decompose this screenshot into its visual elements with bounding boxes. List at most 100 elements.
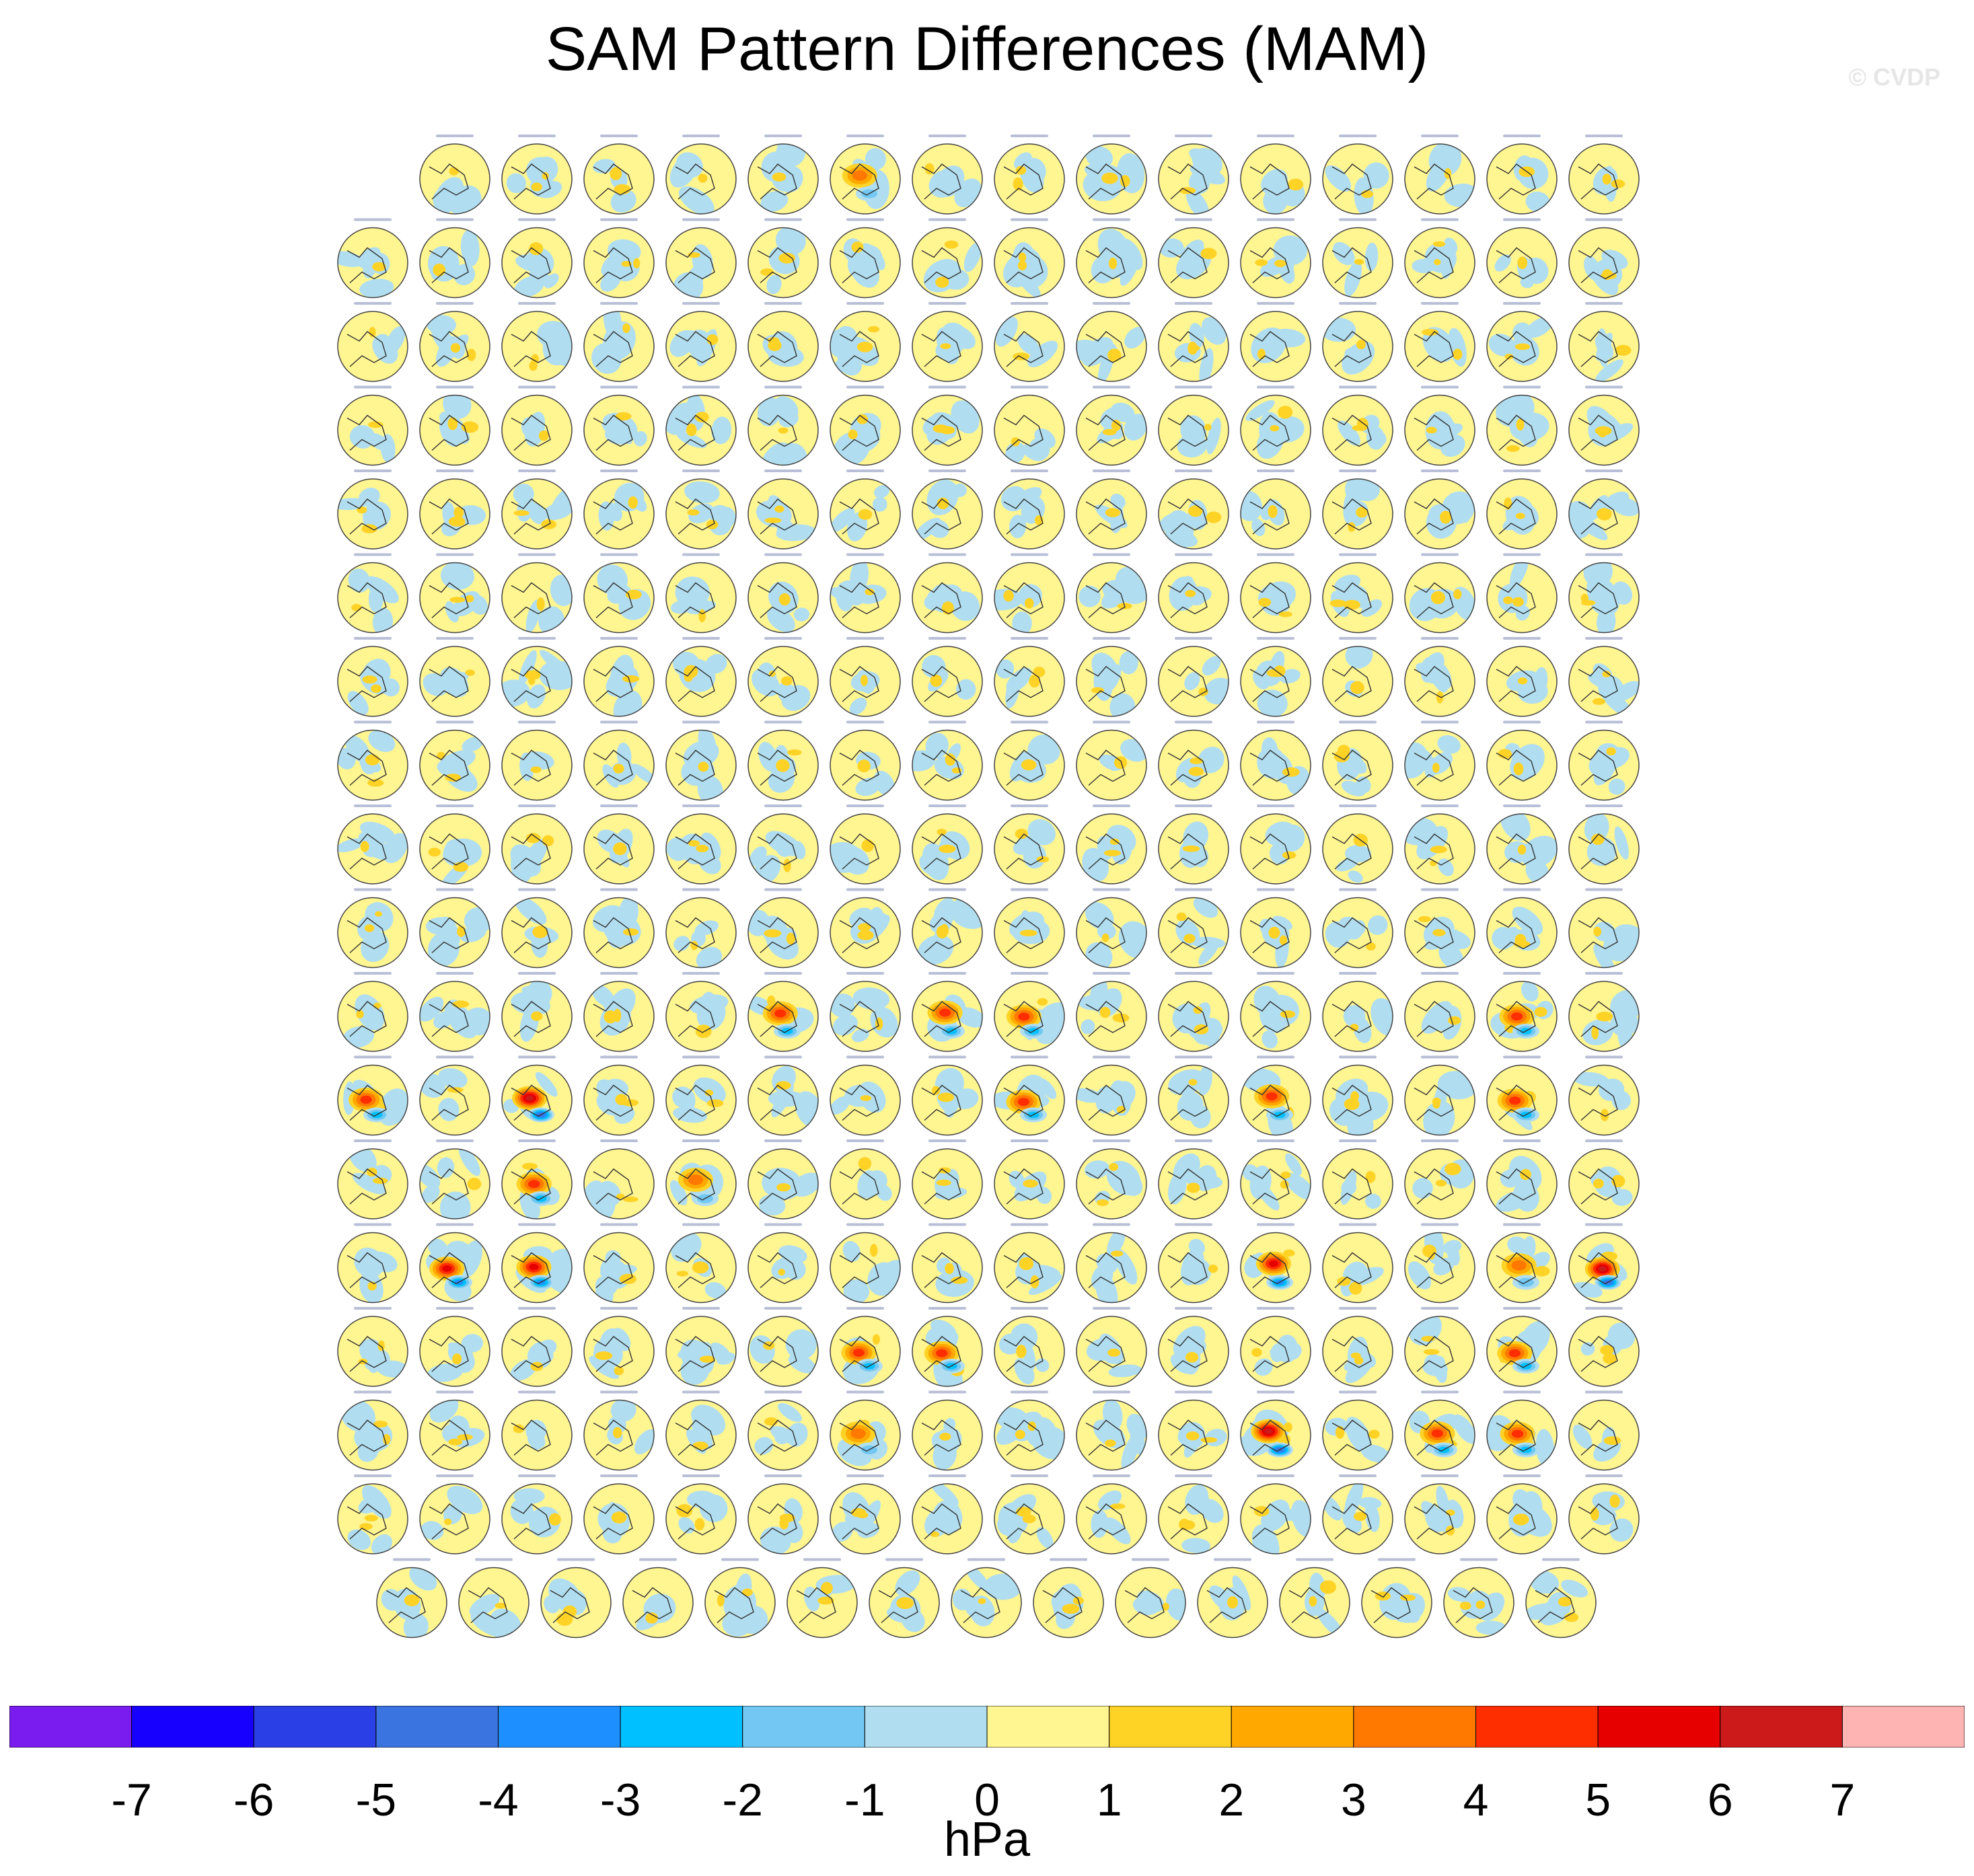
panel-caption [1175, 302, 1212, 305]
sam-panel [1486, 1390, 1558, 1471]
sam-panel [1240, 1474, 1311, 1554]
panel-caption [518, 553, 556, 556]
sam-panel [1322, 470, 1393, 550]
sam-panel [1158, 302, 1229, 382]
sam-panel [1322, 135, 1393, 215]
panel-caption [1585, 470, 1623, 472]
panel-caption [1503, 218, 1541, 221]
panel-caption [518, 720, 556, 724]
panel-caption [928, 1139, 966, 1142]
panel-caption [1093, 1055, 1130, 1059]
panel-caption [600, 1474, 638, 1477]
panel-caption [1093, 1223, 1130, 1226]
panel-caption [1585, 972, 1623, 975]
sam-panel [830, 888, 901, 969]
panel-caption [354, 888, 392, 891]
panel-caption [1339, 302, 1377, 305]
sam-panel [665, 218, 737, 299]
sam-panel [1568, 553, 1640, 634]
panel-caption [764, 302, 802, 305]
sam-panel [1240, 218, 1311, 299]
panel-caption [1503, 553, 1541, 556]
panel-caption [354, 1474, 392, 1477]
panel-caption [354, 470, 392, 472]
panel-caption [518, 1307, 556, 1310]
sam-panel [912, 553, 983, 634]
sam-panel [912, 470, 983, 550]
sam-panel [994, 972, 1065, 1052]
sam-panel [583, 218, 655, 299]
sam-panel [501, 972, 573, 1052]
panel-caption [764, 972, 802, 975]
panel-caption [518, 470, 556, 472]
panel-caption [846, 1055, 884, 1059]
panel-caption [600, 470, 638, 472]
sam-panel [583, 1474, 655, 1554]
sam-panel [994, 1055, 1065, 1136]
panel-caption [846, 1307, 884, 1310]
sam-panel [665, 1390, 737, 1471]
sam-panel [1322, 218, 1393, 299]
panel-caption [436, 972, 474, 975]
sam-panel [665, 720, 737, 801]
sam-panel [1322, 1307, 1393, 1387]
panel-caption [475, 1558, 513, 1561]
colorbar-tick-label: 4 [1463, 1774, 1489, 1826]
colorbar-segment [1841, 1706, 1965, 1748]
sam-panel [994, 1223, 1065, 1304]
sam-panel [912, 720, 983, 801]
sam-panel [1158, 385, 1229, 466]
panel-caption [1339, 720, 1377, 724]
sam-panel [337, 218, 408, 299]
sam-panel [1443, 1558, 1514, 1639]
panel-caption [1093, 135, 1130, 137]
panel-caption [1542, 1558, 1580, 1561]
panel-caption [682, 385, 720, 389]
sam-panel [419, 385, 490, 466]
sam-panel [665, 385, 737, 466]
panel-caption [557, 1558, 595, 1561]
panel-caption [1296, 1558, 1333, 1561]
panel-caption [393, 1558, 431, 1561]
sam-panel [747, 1223, 819, 1304]
sam-panel [1568, 385, 1640, 466]
sam-panel [376, 1558, 447, 1639]
sam-panel [1076, 637, 1147, 717]
colorbar-tick-label: -5 [355, 1774, 397, 1826]
sam-panel [337, 972, 408, 1052]
panel-caption [518, 385, 556, 389]
panel-caption [1093, 720, 1130, 724]
sam-panel [830, 385, 901, 466]
sam-panel [1404, 302, 1475, 382]
colorbar-tick-label: 5 [1585, 1774, 1611, 1826]
sam-panel [747, 385, 819, 466]
panel-caption [846, 302, 884, 305]
sam-panel [747, 1390, 819, 1471]
sam-panel [830, 972, 901, 1052]
sam-panel [747, 888, 819, 969]
panel-caption [846, 1390, 884, 1394]
sam-panel [830, 637, 901, 717]
colorbar-segment [253, 1706, 377, 1748]
panel-caption [846, 470, 884, 472]
sam-panel [747, 637, 819, 717]
panel-caption [1011, 1139, 1048, 1142]
sam-panel [501, 1474, 573, 1554]
panel-caption [354, 553, 392, 556]
panel-caption [1175, 385, 1212, 389]
sam-panel [912, 1139, 983, 1220]
panel-caption [682, 1474, 720, 1477]
sam-panel [994, 637, 1065, 717]
panel-caption [846, 804, 884, 807]
panel-caption [1421, 972, 1459, 975]
sam-panel [583, 470, 655, 550]
panel-caption [1339, 1307, 1377, 1310]
colorbar-tick-label: -3 [599, 1774, 641, 1826]
panel-caption [928, 1223, 966, 1226]
panel-caption [1011, 888, 1048, 891]
sam-panel [994, 804, 1065, 885]
sam-panel [1240, 385, 1311, 466]
sam-panel [1240, 972, 1311, 1052]
panel-caption [436, 888, 474, 891]
panel-caption [1257, 637, 1294, 640]
